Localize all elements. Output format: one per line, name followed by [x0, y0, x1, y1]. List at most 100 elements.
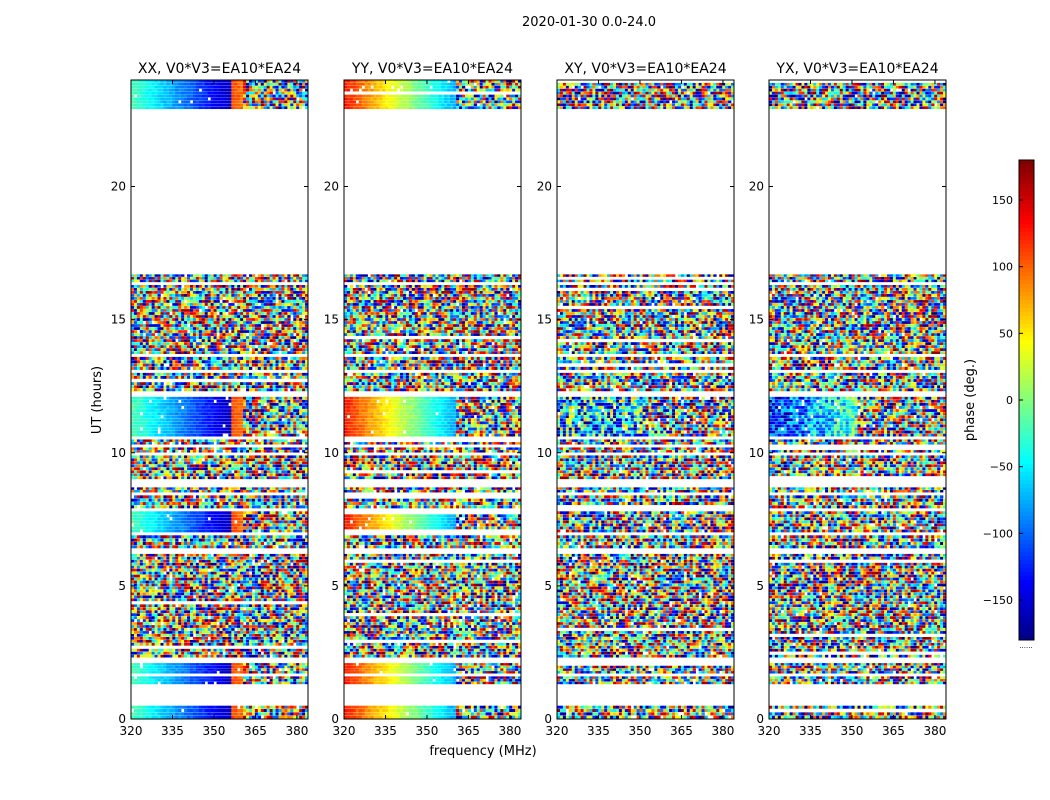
heatmap-cell: [254, 427, 259, 431]
heatmap-cell: [142, 514, 147, 518]
heatmap-cell: [299, 523, 303, 527]
heatmap-cell: [266, 663, 270, 666]
heatmap-cell: [243, 568, 247, 572]
heatmap-cell: [210, 663, 214, 666]
heatmap-cell: [246, 415, 250, 419]
heatmap-cell: [175, 651, 179, 655]
heatmap-cell: [169, 616, 173, 619]
heatmap-cell: [266, 402, 270, 406]
heatmap-cell: [201, 470, 206, 474]
heatmap-cell: [207, 709, 211, 713]
heatmap-cell: [287, 418, 291, 422]
heatmap-cell: [181, 467, 185, 471]
heatmap-cell: [296, 526, 300, 530]
heatmap-cell: [231, 637, 235, 640]
heatmap-cell: [251, 598, 256, 602]
heatmap-cell: [178, 671, 182, 674]
heatmap-cell: [216, 705, 220, 709]
heatmap-cell: [157, 577, 161, 581]
heatmap-cell: [305, 665, 309, 669]
heatmap-cell: [145, 589, 149, 593]
heatmap-cell: [275, 424, 279, 428]
heatmap-cell: [213, 622, 217, 625]
heatmap-cell: [302, 520, 306, 524]
heatmap-cell: [299, 580, 303, 584]
heatmap-cell: [234, 430, 238, 434]
heatmap-cell: [228, 654, 232, 658]
heatmap-cell: [266, 565, 270, 569]
heatmap-cell: [266, 461, 270, 465]
heatmap-cell: [160, 595, 164, 599]
heatmap-cell: [151, 607, 155, 611]
heatmap-cell: [231, 665, 235, 669]
heatmap-cell: [254, 651, 259, 655]
heatmap-cell: [187, 622, 191, 625]
heatmap-cell: [228, 613, 232, 616]
heatmap-cell: [210, 399, 214, 403]
heatmap-cell: [139, 565, 144, 569]
heatmap-cell: [225, 409, 229, 412]
heatmap-cell: [243, 663, 247, 666]
heatmap-cell: [287, 715, 291, 719]
heatmap-cell: [181, 571, 185, 575]
heatmap-cell: [190, 526, 194, 530]
heatmap-cell: [213, 598, 217, 602]
heatmap-cell: [243, 642, 247, 646]
heatmap-cell: [290, 402, 294, 406]
heatmap-cell: [204, 715, 208, 719]
heatmap-cell: [302, 592, 306, 596]
heatmap-cell: [178, 505, 182, 509]
heatmap-cell: [154, 439, 158, 442]
heatmap-cell: [254, 409, 259, 412]
heatmap-cell: [296, 421, 300, 425]
heatmap-cell: [136, 628, 141, 631]
heatmap-cell: [184, 583, 188, 587]
heatmap-cell: [305, 495, 309, 499]
heatmap-cell: [157, 610, 161, 614]
heatmap-cell: [275, 571, 279, 575]
heatmap-cell: [192, 487, 197, 490]
heatmap-cell: [201, 663, 206, 666]
heatmap-cell: [184, 529, 188, 533]
heatmap-cell: [166, 541, 170, 545]
heatmap-cell: [272, 458, 276, 462]
heatmap-cell: [210, 406, 214, 409]
heatmap-cell: [305, 583, 309, 587]
heatmap-cell: [254, 406, 259, 409]
heatmap-cell: [160, 458, 164, 462]
heatmap-cell: [166, 487, 170, 490]
heatmap-cell: [293, 473, 297, 477]
heatmap-cell: [133, 427, 138, 431]
heatmap-cell: [175, 498, 179, 502]
heatmap-cell: [299, 679, 303, 682]
heatmap-cell: [201, 529, 206, 533]
heatmap-cell: [272, 520, 276, 524]
heatmap-cell: [172, 427, 176, 431]
heatmap-cell: [234, 467, 238, 471]
heatmap-cell: [296, 553, 300, 557]
heatmap-cell: [181, 631, 185, 634]
heatmap-cell: [198, 613, 203, 616]
heatmap-cell: [207, 415, 211, 419]
heatmap-cell: [266, 628, 270, 631]
heatmap-cell: [157, 402, 161, 406]
heatmap-cell: [275, 639, 279, 643]
heatmap-cell: [133, 613, 138, 616]
heatmap-cell: [169, 562, 173, 566]
heatmap-cell: [251, 568, 256, 572]
heatmap-cell: [169, 571, 173, 575]
heatmap-cell: [302, 514, 306, 518]
heatmap-cell: [254, 538, 259, 542]
heatmap-cell: [263, 613, 267, 616]
heatmap-cell: [219, 595, 223, 599]
heatmap-cell: [272, 679, 276, 682]
heatmap-cell: [184, 592, 188, 596]
heatmap-cell: [184, 427, 188, 431]
heatmap-cell: [234, 580, 238, 584]
heatmap-cell: [145, 511, 149, 515]
heatmap-cell: [228, 464, 232, 468]
heatmap-cell: [148, 514, 152, 518]
heatmap-cell: [269, 495, 273, 499]
heatmap-cell: [299, 586, 303, 590]
heatmap-cell: [190, 464, 194, 468]
